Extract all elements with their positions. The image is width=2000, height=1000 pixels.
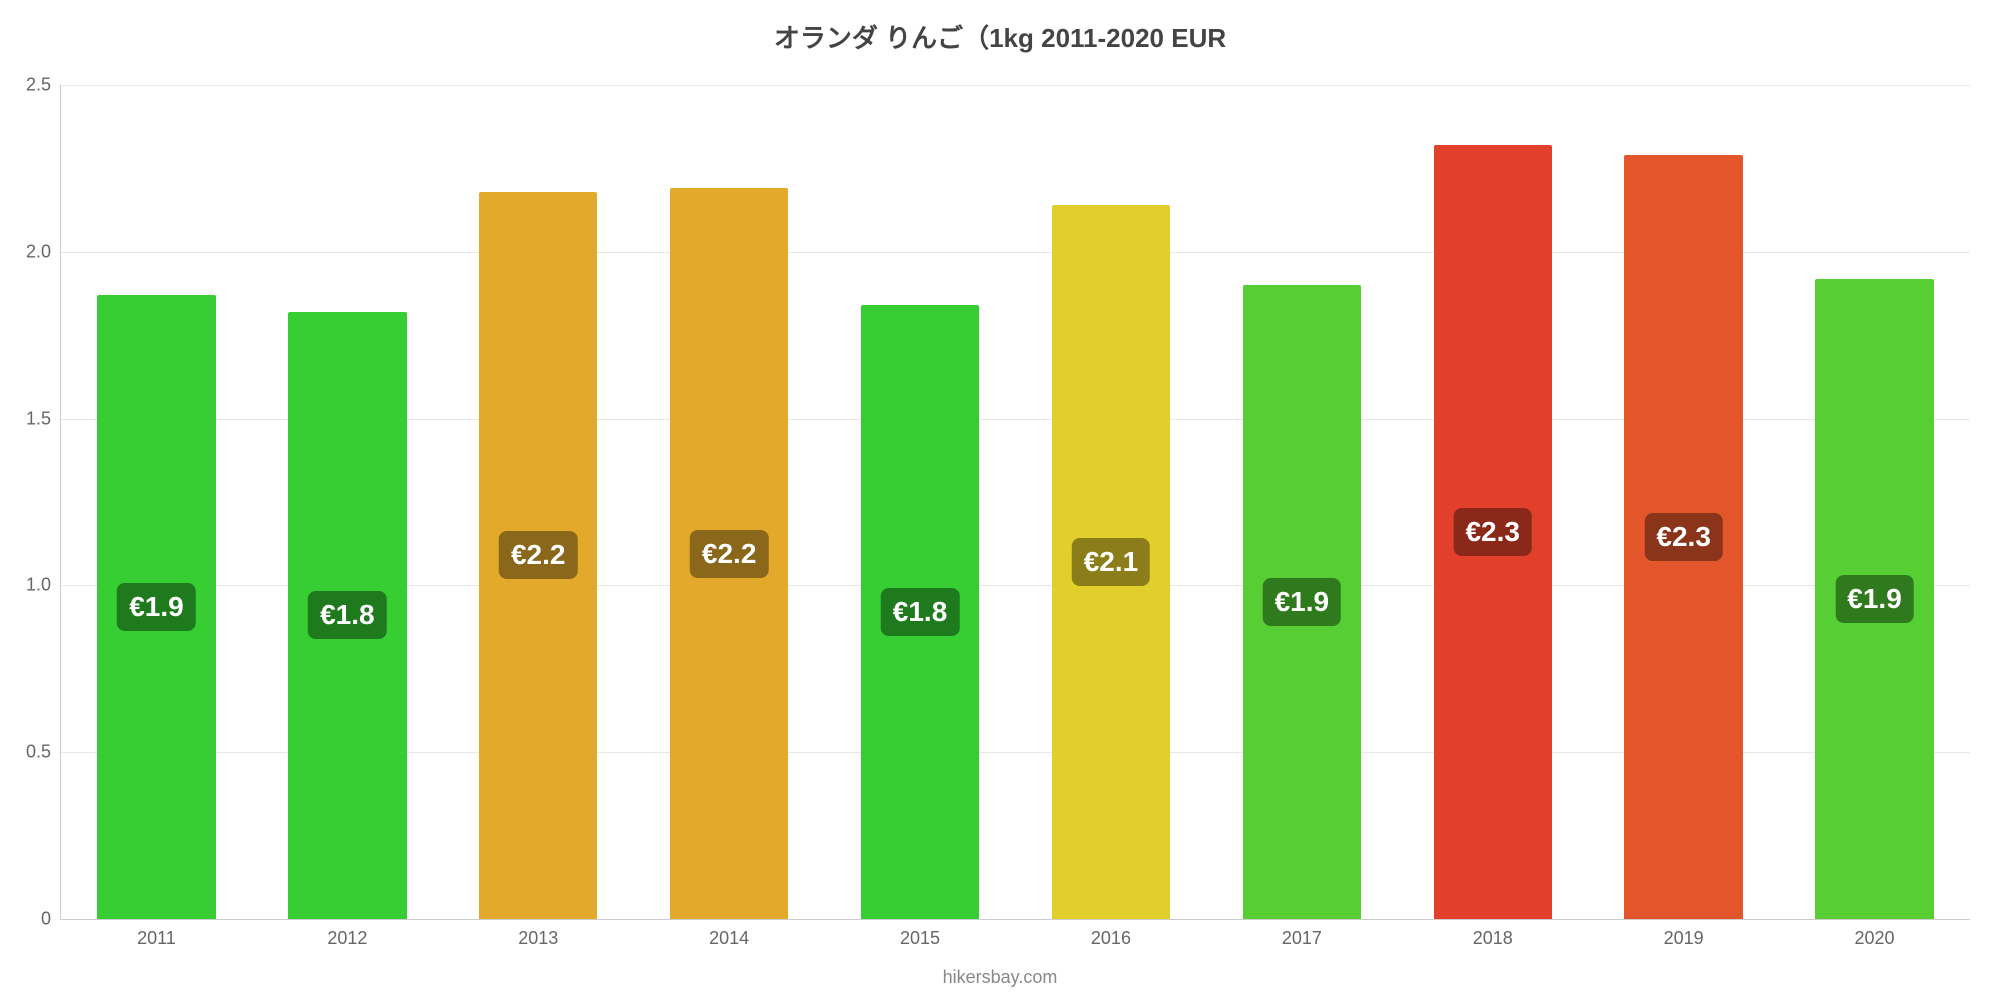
bar: €1.9 bbox=[97, 295, 215, 919]
value-badge: €1.9 bbox=[1263, 578, 1342, 626]
y-tick-label: 1.0 bbox=[11, 575, 51, 596]
plot-area: 00.51.01.52.02.5€1.9€1.8€2.2€2.2€1.8€2.1… bbox=[60, 85, 1970, 920]
bar: €1.8 bbox=[288, 312, 406, 919]
x-tick-label: 2017 bbox=[1282, 928, 1322, 949]
bar: €2.2 bbox=[670, 188, 788, 919]
bar: €2.1 bbox=[1052, 205, 1170, 919]
bar: €1.9 bbox=[1815, 279, 1933, 920]
x-tick-label: 2015 bbox=[900, 928, 940, 949]
x-tick-label: 2019 bbox=[1664, 928, 1704, 949]
x-tick-label: 2018 bbox=[1473, 928, 1513, 949]
value-badge: €1.9 bbox=[117, 583, 196, 631]
chart-title: オランダ りんご（1kg 2011-2020 EUR bbox=[0, 18, 2000, 55]
value-badge: €1.8 bbox=[308, 591, 387, 639]
bar: €1.8 bbox=[861, 305, 979, 919]
value-badge: €2.2 bbox=[499, 531, 578, 579]
bar: €2.2 bbox=[479, 192, 597, 919]
y-tick-label: 0 bbox=[11, 909, 51, 930]
bar: €1.9 bbox=[1243, 285, 1361, 919]
value-badge: €2.2 bbox=[690, 530, 769, 578]
value-badge: €2.1 bbox=[1072, 538, 1151, 586]
value-badge: €2.3 bbox=[1453, 508, 1532, 556]
x-tick-label: 2013 bbox=[518, 928, 558, 949]
bar: €2.3 bbox=[1434, 145, 1552, 919]
y-tick-label: 2.0 bbox=[11, 241, 51, 262]
x-tick-label: 2011 bbox=[137, 928, 176, 949]
y-tick-label: 2.5 bbox=[11, 75, 51, 96]
value-badge: €2.3 bbox=[1644, 513, 1723, 561]
x-tick-label: 2020 bbox=[1855, 928, 1895, 949]
attribution-text: hikersbay.com bbox=[0, 967, 2000, 988]
y-tick-label: 1.5 bbox=[11, 408, 51, 429]
value-badge: €1.9 bbox=[1835, 575, 1914, 623]
bars-layer: €1.9 €1.8 €2.2 €2.2 €1.8 €2.1 €1.9 €2.3 €2.3 €1.9 bbox=[61, 85, 1970, 919]
chart-container: オランダ りんご（1kg 2011-2020 EUR 0 0.5 1.0 1.5 2.0… bbox=[0, 0, 2000, 1000]
x-tick-label: 2016 bbox=[1091, 928, 1131, 949]
x-tick-label: 2012 bbox=[327, 928, 367, 949]
bar: €2.3 bbox=[1624, 155, 1742, 919]
x-tick-label: 2014 bbox=[709, 928, 749, 949]
value-badge: €1.8 bbox=[881, 588, 960, 636]
y-tick-label: 0.5 bbox=[11, 742, 51, 763]
